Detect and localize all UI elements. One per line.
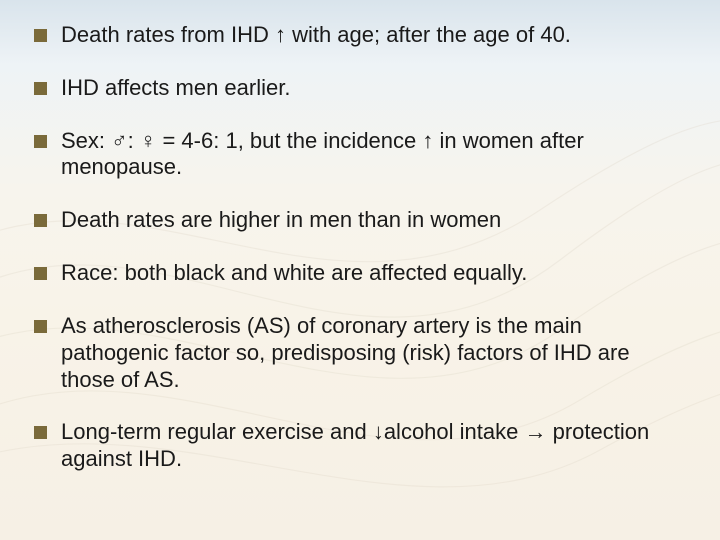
bullet-text: Death rates from IHD ↑ with age; after t… bbox=[61, 22, 686, 49]
bullet-marker-icon bbox=[34, 82, 47, 95]
bullet-text: Sex: ♂: ♀ = 4-6: 1, but the incidence ↑ … bbox=[61, 128, 686, 182]
list-item: Death rates from IHD ↑ with age; after t… bbox=[34, 22, 686, 49]
bullet-text: Death rates are higher in men than in wo… bbox=[61, 207, 686, 234]
list-item: Long-term regular exercise and ↓alcohol … bbox=[34, 419, 686, 473]
list-item: Race: both black and white are affected … bbox=[34, 260, 686, 287]
list-item: Sex: ♂: ♀ = 4-6: 1, but the incidence ↑ … bbox=[34, 128, 686, 182]
bullet-marker-icon bbox=[34, 135, 47, 148]
list-item: Death rates are higher in men than in wo… bbox=[34, 207, 686, 234]
list-item: As atherosclerosis (AS) of coronary arte… bbox=[34, 313, 686, 393]
bullet-marker-icon bbox=[34, 214, 47, 227]
bullet-marker-icon bbox=[34, 426, 47, 439]
bullet-text: As atherosclerosis (AS) of coronary arte… bbox=[61, 313, 686, 393]
slide-content: Death rates from IHD ↑ with age; after t… bbox=[0, 0, 720, 493]
bullet-marker-icon bbox=[34, 267, 47, 280]
bullet-marker-icon bbox=[34, 320, 47, 333]
list-item: IHD affects men earlier. bbox=[34, 75, 686, 102]
bullet-text: Long-term regular exercise and ↓alcohol … bbox=[61, 419, 686, 473]
bullet-marker-icon bbox=[34, 29, 47, 42]
bullet-list: Death rates from IHD ↑ with age; after t… bbox=[34, 22, 686, 473]
bullet-text: IHD affects men earlier. bbox=[61, 75, 686, 102]
bullet-text: Race: both black and white are affected … bbox=[61, 260, 686, 287]
